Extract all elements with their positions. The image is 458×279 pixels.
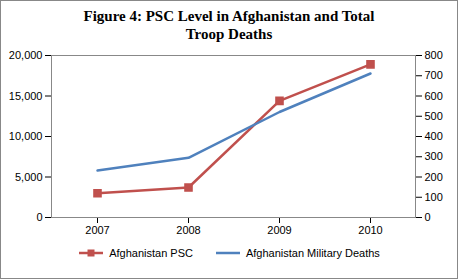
- svg-text:0: 0: [36, 211, 42, 223]
- svg-text:15,000: 15,000: [9, 90, 43, 102]
- svg-text:2009: 2009: [267, 224, 291, 236]
- svg-text:20,000: 20,000: [9, 49, 43, 61]
- svg-text:2010: 2010: [358, 224, 382, 236]
- svg-text:400: 400: [425, 130, 443, 142]
- html-text:Afghanistan PSC: Afghanistan PSC: [109, 247, 193, 259]
- svg-text:700: 700: [425, 69, 443, 81]
- html-text:Figure 4: PSC Level in Afghani: Figure 4: PSC Level in Afghanistan and T…: [83, 8, 375, 42]
- svg-text:2007: 2007: [85, 224, 109, 236]
- svg-text:800: 800: [425, 49, 443, 61]
- svg-text:10,000: 10,000: [9, 130, 43, 142]
- svg-text:600: 600: [425, 90, 443, 102]
- svg-text:0: 0: [425, 211, 431, 223]
- html-text:Afghanistan Military Deaths: Afghanistan Military Deaths: [245, 247, 380, 259]
- svg-text:5,000: 5,000: [15, 171, 43, 183]
- svg-text:100: 100: [425, 191, 443, 203]
- svg-text:500: 500: [425, 110, 443, 122]
- svg-text:300: 300: [425, 150, 443, 162]
- svg-text:200: 200: [425, 171, 443, 183]
- svg-text:2008: 2008: [176, 224, 200, 236]
